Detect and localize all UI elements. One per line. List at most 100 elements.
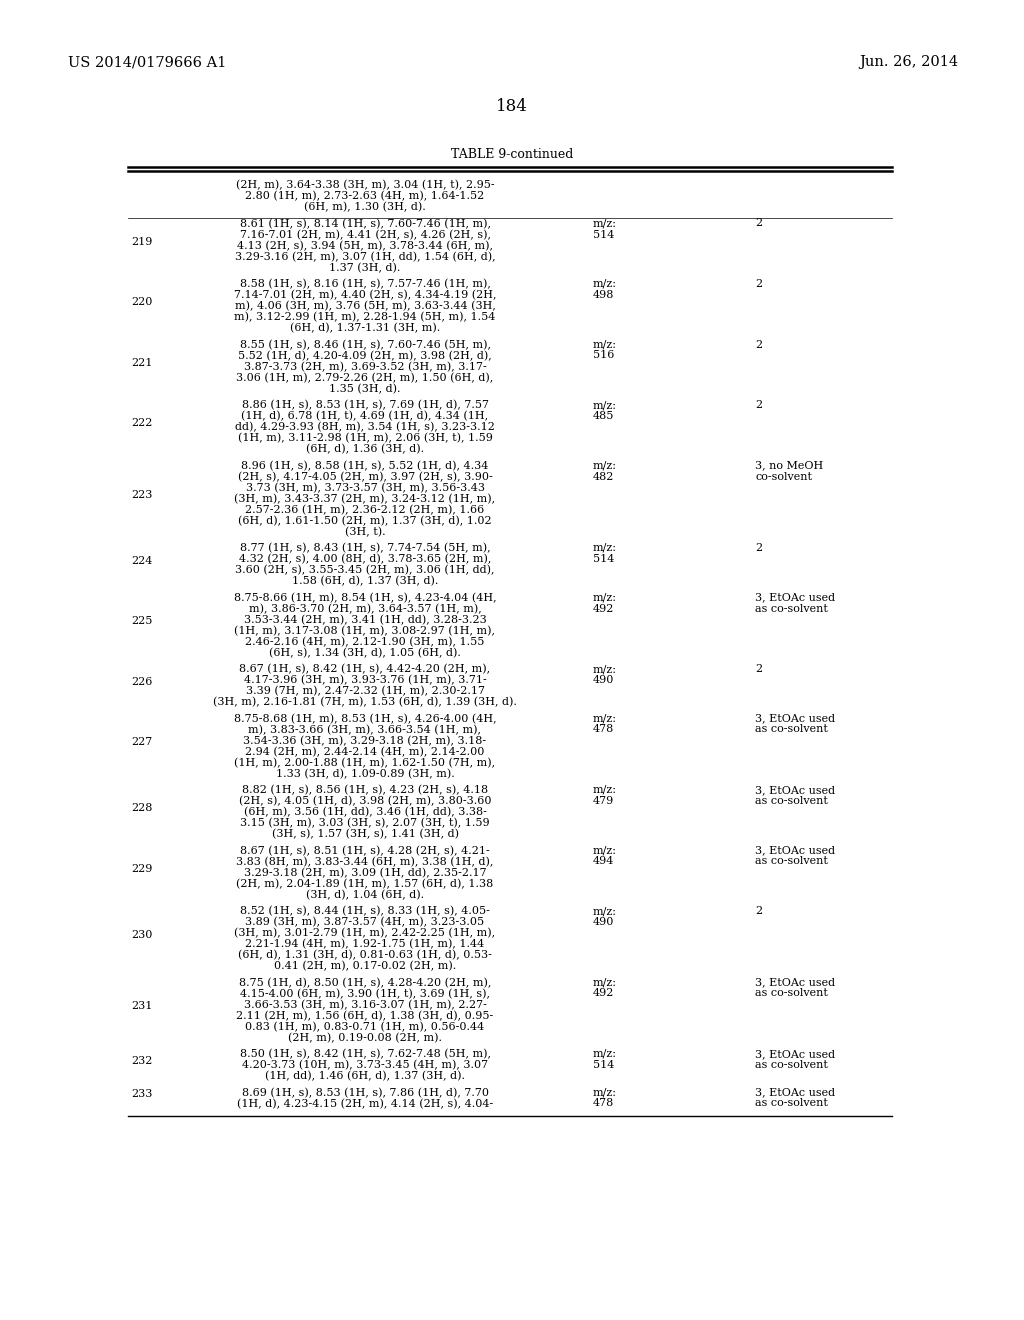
Text: 8.67 (1H, s), 8.51 (1H, s), 4.28 (2H, s), 4.21-: 8.67 (1H, s), 8.51 (1H, s), 4.28 (2H, s)… (240, 846, 489, 855)
Text: (1H, dd), 1.46 (6H, d), 1.37 (3H, d).: (1H, dd), 1.46 (6H, d), 1.37 (3H, d). (265, 1071, 465, 1081)
Text: 8.67 (1H, s), 8.42 (1H, s), 4.42-4.20 (2H, m),: 8.67 (1H, s), 8.42 (1H, s), 4.42-4.20 (2… (240, 664, 490, 675)
Text: 3.60 (2H, s), 3.55-3.45 (2H, m), 3.06 (1H, dd),: 3.60 (2H, s), 3.55-3.45 (2H, m), 3.06 (1… (236, 565, 495, 576)
Text: (2H, s), 4.05 (1H, d), 3.98 (2H, m), 3.80-3.60: (2H, s), 4.05 (1H, d), 3.98 (2H, m), 3.8… (239, 796, 492, 807)
Text: 0.83 (1H, m), 0.83-0.71 (1H, m), 0.56-0.44: 0.83 (1H, m), 0.83-0.71 (1H, m), 0.56-0.… (246, 1022, 484, 1032)
Text: 1.58 (6H, d), 1.37 (3H, d).: 1.58 (6H, d), 1.37 (3H, d). (292, 576, 438, 586)
Text: 2: 2 (755, 279, 762, 289)
Text: m/z:: m/z: (593, 1088, 617, 1097)
Text: 3.06 (1H, m), 2.79-2.26 (2H, m), 1.50 (6H, d),: 3.06 (1H, m), 2.79-2.26 (2H, m), 1.50 (6… (237, 372, 494, 383)
Text: (6H, d), 1.36 (3H, d).: (6H, d), 1.36 (3H, d). (306, 444, 424, 454)
Text: (3H, s), 1.57 (3H, s), 1.41 (3H, d): (3H, s), 1.57 (3H, s), 1.41 (3H, d) (271, 829, 459, 840)
Text: as co-solvent: as co-solvent (755, 1098, 827, 1109)
Text: as co-solvent: as co-solvent (755, 725, 827, 734)
Text: 2.80 (1H, m), 2.73-2.63 (4H, m), 1.64-1.52: 2.80 (1H, m), 2.73-2.63 (4H, m), 1.64-1.… (246, 191, 484, 202)
Text: 3.29-3.18 (2H, m), 3.09 (1H, dd), 2.35-2.17: 3.29-3.18 (2H, m), 3.09 (1H, dd), 2.35-2… (244, 867, 486, 878)
Text: m), 3.12-2.99 (1H, m), 2.28-1.94 (5H, m), 1.54: m), 3.12-2.99 (1H, m), 2.28-1.94 (5H, m)… (234, 312, 496, 322)
Text: 2.21-1.94 (4H, m), 1.92-1.75 (1H, m), 1.44: 2.21-1.94 (4H, m), 1.92-1.75 (1H, m), 1.… (246, 939, 484, 949)
Text: (1H, m), 3.17-3.08 (1H, m), 3.08-2.97 (1H, m),: (1H, m), 3.17-3.08 (1H, m), 3.08-2.97 (1… (234, 626, 496, 636)
Text: (6H, s), 1.34 (3H, d), 1.05 (6H, d).: (6H, s), 1.34 (3H, d), 1.05 (6H, d). (269, 648, 461, 657)
Text: (3H, m), 2.16-1.81 (7H, m), 1.53 (6H, d), 1.39 (3H, d).: (3H, m), 2.16-1.81 (7H, m), 1.53 (6H, d)… (213, 697, 517, 708)
Text: 2: 2 (755, 219, 762, 228)
Text: 233: 233 (132, 1089, 153, 1100)
Text: 8.96 (1H, s), 8.58 (1H, s), 5.52 (1H, d), 4.34: 8.96 (1H, s), 8.58 (1H, s), 5.52 (1H, d)… (242, 461, 488, 471)
Text: as co-solvent: as co-solvent (755, 857, 827, 866)
Text: 2: 2 (755, 664, 762, 675)
Text: 230: 230 (132, 929, 153, 940)
Text: m/z:: m/z: (593, 906, 617, 916)
Text: 3.54-3.36 (3H, m), 3.29-3.18 (2H, m), 3.18-: 3.54-3.36 (3H, m), 3.29-3.18 (2H, m), 3.… (244, 735, 486, 746)
Text: m/z:: m/z: (593, 1049, 617, 1059)
Text: m), 3.86-3.70 (2H, m), 3.64-3.57 (1H, m),: m), 3.86-3.70 (2H, m), 3.64-3.57 (1H, m)… (249, 603, 481, 614)
Text: 0.41 (2H, m), 0.17-0.02 (2H, m).: 0.41 (2H, m), 0.17-0.02 (2H, m). (273, 961, 456, 972)
Text: (6H, m), 1.30 (3H, d).: (6H, m), 1.30 (3H, d). (304, 202, 426, 213)
Text: (1H, m), 2.00-1.88 (1H, m), 1.62-1.50 (7H, m),: (1H, m), 2.00-1.88 (1H, m), 1.62-1.50 (7… (234, 758, 496, 768)
Text: (2H, m), 3.64-3.38 (3H, m), 3.04 (1H, t), 2.95-: (2H, m), 3.64-3.38 (3H, m), 3.04 (1H, t)… (236, 180, 495, 190)
Text: 3.66-3.53 (3H, m), 3.16-3.07 (1H, m), 2.27-: 3.66-3.53 (3H, m), 3.16-3.07 (1H, m), 2.… (244, 999, 486, 1010)
Text: 8.61 (1H, s), 8.14 (1H, s), 7.60-7.46 (1H, m),: 8.61 (1H, s), 8.14 (1H, s), 7.60-7.46 (1… (240, 219, 490, 228)
Text: 1.35 (3H, d).: 1.35 (3H, d). (330, 384, 400, 393)
Text: 3.39 (7H, m), 2.47-2.32 (1H, m), 2.30-2.17: 3.39 (7H, m), 2.47-2.32 (1H, m), 2.30-2.… (246, 686, 484, 697)
Text: dd), 4.29-3.93 (8H, m), 3.54 (1H, s), 3.23-3.12: dd), 4.29-3.93 (8H, m), 3.54 (1H, s), 3.… (236, 422, 495, 433)
Text: 479: 479 (593, 796, 614, 807)
Text: 3, no MeOH: 3, no MeOH (755, 461, 823, 470)
Text: 478: 478 (593, 1098, 614, 1109)
Text: 2: 2 (755, 906, 762, 916)
Text: (2H, m), 0.19-0.08 (2H, m).: (2H, m), 0.19-0.08 (2H, m). (288, 1032, 442, 1043)
Text: 4.15-4.00 (6H, m), 3.90 (1H, t), 3.69 (1H, s),: 4.15-4.00 (6H, m), 3.90 (1H, t), 3.69 (1… (240, 989, 490, 999)
Text: as co-solvent: as co-solvent (755, 989, 827, 998)
Text: (3H, m), 3.01-2.79 (1H, m), 2.42-2.25 (1H, m),: (3H, m), 3.01-2.79 (1H, m), 2.42-2.25 (1… (234, 928, 496, 939)
Text: 8.55 (1H, s), 8.46 (1H, s), 7.60-7.46 (5H, m),: 8.55 (1H, s), 8.46 (1H, s), 7.60-7.46 (5… (240, 339, 490, 350)
Text: as co-solvent: as co-solvent (755, 603, 827, 614)
Text: 478: 478 (593, 725, 614, 734)
Text: 3, EtOAc used: 3, EtOAc used (755, 1049, 836, 1059)
Text: 8.77 (1H, s), 8.43 (1H, s), 7.74-7.54 (5H, m),: 8.77 (1H, s), 8.43 (1H, s), 7.74-7.54 (5… (240, 543, 490, 553)
Text: 2: 2 (755, 339, 762, 350)
Text: 220: 220 (132, 297, 153, 308)
Text: 4.20-3.73 (10H, m), 3.73-3.45 (4H, m), 3.07: 4.20-3.73 (10H, m), 3.73-3.45 (4H, m), 3… (242, 1060, 488, 1071)
Text: 516: 516 (593, 351, 614, 360)
Text: 226: 226 (132, 677, 153, 686)
Text: m/z:: m/z: (593, 664, 617, 675)
Text: 3.15 (3H, m), 3.03 (3H, s), 2.07 (3H, t), 1.59: 3.15 (3H, m), 3.03 (3H, s), 2.07 (3H, t)… (241, 818, 489, 829)
Text: m/z:: m/z: (593, 219, 617, 228)
Text: 3.53-3.44 (2H, m), 3.41 (1H, dd), 3.28-3.23: 3.53-3.44 (2H, m), 3.41 (1H, dd), 3.28-3… (244, 615, 486, 624)
Text: 492: 492 (593, 989, 614, 998)
Text: (1H, d), 4.23-4.15 (2H, m), 4.14 (2H, s), 4.04-: (1H, d), 4.23-4.15 (2H, m), 4.14 (2H, s)… (237, 1098, 494, 1109)
Text: (1H, d), 6.78 (1H, t), 4.69 (1H, d), 4.34 (1H,: (1H, d), 6.78 (1H, t), 4.69 (1H, d), 4.3… (242, 411, 488, 421)
Text: m/z:: m/z: (593, 400, 617, 411)
Text: US 2014/0179666 A1: US 2014/0179666 A1 (68, 55, 226, 69)
Text: 3.29-3.16 (2H, m), 3.07 (1H, dd), 1.54 (6H, d),: 3.29-3.16 (2H, m), 3.07 (1H, dd), 1.54 (… (234, 252, 496, 261)
Text: 3.73 (3H, m), 3.73-3.57 (3H, m), 3.56-3.43: 3.73 (3H, m), 3.73-3.57 (3H, m), 3.56-3.… (246, 483, 484, 492)
Text: 8.82 (1H, s), 8.56 (1H, s), 4.23 (2H, s), 4.18: 8.82 (1H, s), 8.56 (1H, s), 4.23 (2H, s)… (242, 785, 488, 796)
Text: 228: 228 (132, 803, 153, 813)
Text: m/z:: m/z: (593, 461, 617, 470)
Text: m/z:: m/z: (593, 785, 617, 795)
Text: 8.86 (1H, s), 8.53 (1H, s), 7.69 (1H, d), 7.57: 8.86 (1H, s), 8.53 (1H, s), 7.69 (1H, d)… (242, 400, 488, 411)
Text: 3.87-3.73 (2H, m), 3.69-3.52 (3H, m), 3.17-: 3.87-3.73 (2H, m), 3.69-3.52 (3H, m), 3.… (244, 362, 486, 372)
Text: (6H, d), 1.37-1.31 (3H, m).: (6H, d), 1.37-1.31 (3H, m). (290, 323, 440, 334)
Text: 8.58 (1H, s), 8.16 (1H, s), 7.57-7.46 (1H, m),: 8.58 (1H, s), 8.16 (1H, s), 7.57-7.46 (1… (240, 279, 490, 289)
Text: 514: 514 (593, 1060, 614, 1071)
Text: as co-solvent: as co-solvent (755, 1060, 827, 1071)
Text: 514: 514 (593, 230, 614, 239)
Text: m/z:: m/z: (593, 846, 617, 855)
Text: 8.69 (1H, s), 8.53 (1H, s), 7.86 (1H, d), 7.70: 8.69 (1H, s), 8.53 (1H, s), 7.86 (1H, d)… (242, 1088, 488, 1098)
Text: m), 4.06 (3H, m), 3.76 (5H, m), 3.63-3.44 (3H,: m), 4.06 (3H, m), 3.76 (5H, m), 3.63-3.4… (234, 301, 496, 312)
Text: (6H, d), 1.61-1.50 (2H, m), 1.37 (3H, d), 1.02: (6H, d), 1.61-1.50 (2H, m), 1.37 (3H, d)… (239, 516, 492, 525)
Text: m/z:: m/z: (593, 593, 617, 602)
Text: 7.14-7.01 (2H, m), 4.40 (2H, s), 4.34-4.19 (2H,: 7.14-7.01 (2H, m), 4.40 (2H, s), 4.34-4.… (233, 290, 497, 301)
Text: 482: 482 (593, 471, 614, 482)
Text: m/z:: m/z: (593, 714, 617, 723)
Text: 232: 232 (132, 1056, 153, 1067)
Text: (6H, m), 3.56 (1H, dd), 3.46 (1H, dd), 3.38-: (6H, m), 3.56 (1H, dd), 3.46 (1H, dd), 3… (244, 807, 486, 817)
Text: 3, EtOAc used: 3, EtOAc used (755, 978, 836, 987)
Text: 3.83 (8H, m), 3.83-3.44 (6H, m), 3.38 (1H, d),: 3.83 (8H, m), 3.83-3.44 (6H, m), 3.38 (1… (237, 857, 494, 867)
Text: 2.57-2.36 (1H, m), 2.36-2.12 (2H, m), 1.66: 2.57-2.36 (1H, m), 2.36-2.12 (2H, m), 1.… (246, 504, 484, 515)
Text: 3, EtOAc used: 3, EtOAc used (755, 714, 836, 723)
Text: as co-solvent: as co-solvent (755, 796, 827, 807)
Text: 8.52 (1H, s), 8.44 (1H, s), 8.33 (1H, s), 4.05-: 8.52 (1H, s), 8.44 (1H, s), 8.33 (1H, s)… (240, 906, 489, 916)
Text: 3, EtOAc used: 3, EtOAc used (755, 593, 836, 602)
Text: 227: 227 (132, 737, 153, 747)
Text: 3.89 (3H, m), 3.87-3.57 (4H, m), 3.23-3.05: 3.89 (3H, m), 3.87-3.57 (4H, m), 3.23-3.… (246, 917, 484, 928)
Text: 492: 492 (593, 603, 614, 614)
